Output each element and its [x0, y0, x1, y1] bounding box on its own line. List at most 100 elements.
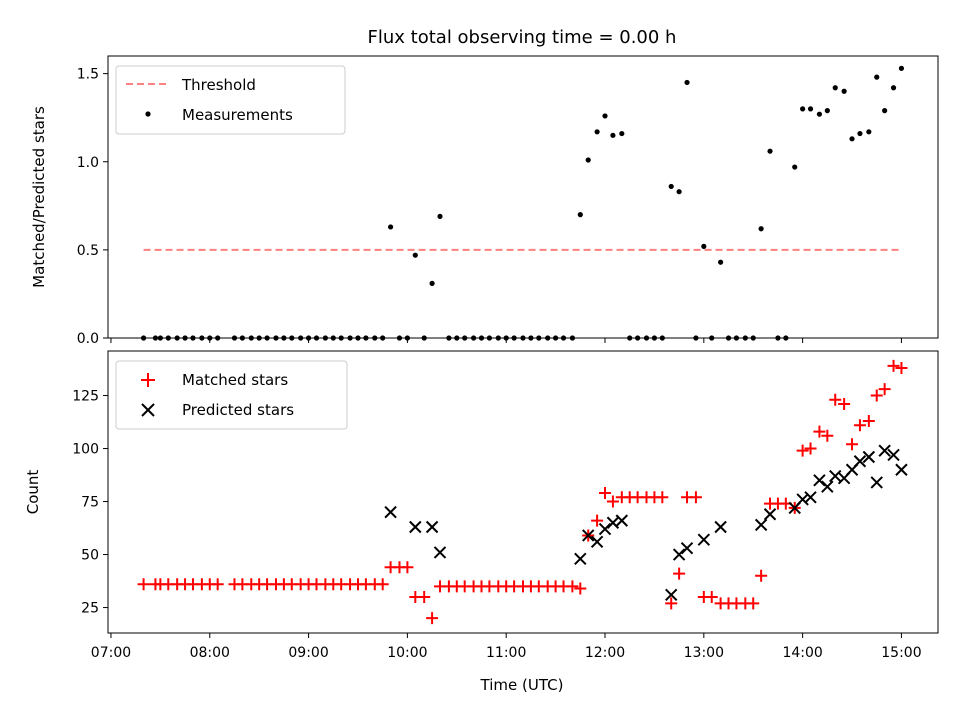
ratio-y-axis-label: Matched/Predicted stars: [30, 106, 48, 288]
predicted-stars-point: [878, 444, 891, 457]
measurements-point: [387, 224, 394, 230]
predicted-stars-point: [821, 480, 834, 493]
legend-measurements-swatch: [145, 111, 151, 117]
matched-stars-point: [656, 491, 669, 504]
predicted-stars-point: [606, 516, 620, 529]
predicted-stars-point: [582, 529, 595, 542]
predicted-stars-point: [665, 588, 678, 602]
measurements-point: [824, 108, 830, 114]
measurements-point: [816, 111, 823, 117]
legend-predicted-swatch: [141, 403, 155, 417]
chart-title: Flux total observing time = 0.00 h: [368, 27, 677, 48]
x-tick-label: 15:00: [881, 645, 921, 661]
ratio-x-ticks: [110, 338, 902, 343]
predicted-stars-point: [425, 520, 439, 534]
matched-stars-point: [574, 582, 587, 595]
measurements-point: [841, 88, 847, 94]
predicted-stars-point: [754, 518, 768, 532]
legend-matched-label: Matched stars: [182, 371, 288, 389]
ratio-y-tick-label: 0.5: [77, 243, 99, 259]
ratio-y-tick-label: 1.0: [77, 155, 99, 171]
matched-stars-point: [376, 578, 389, 591]
measurements-point: [594, 129, 600, 135]
predicted-stars-point: [598, 522, 612, 536]
matched-stars-point: [870, 389, 883, 402]
count-y-tick-label: 50: [81, 548, 99, 564]
count-legend: Matched stars Predicted stars: [115, 360, 348, 430]
x-tick-label: 09:00: [288, 645, 328, 661]
matched-stars-point: [846, 438, 859, 451]
measurements-point: [684, 79, 690, 86]
count-y-tick-label: 125: [72, 389, 99, 405]
measurements-point: [701, 243, 707, 249]
x-tick-label: 08:00: [190, 645, 230, 661]
matched-stars-point: [689, 491, 702, 504]
measurements-point: [718, 259, 724, 265]
x-tick-label: 12:00: [585, 645, 625, 661]
ratio-y-ticks: 0.0 0.5 1.0 1.5: [77, 67, 108, 347]
matched-stars-point: [705, 590, 718, 603]
measurements-point: [585, 157, 591, 163]
count-axes-frame: [107, 350, 939, 634]
predicted-stars-point: [680, 541, 694, 555]
measurements-point: [800, 106, 806, 112]
ratio-axes-frame: [107, 55, 939, 339]
measurements-point: [668, 183, 674, 190]
predicted-stars-point: [697, 533, 711, 546]
measurements-point: [890, 85, 897, 91]
count-y-ticks: 25 50 75 100 125: [72, 389, 108, 617]
predicted-stars-point: [895, 463, 908, 476]
matched-stars-point: [821, 429, 834, 442]
matched-stars-point: [401, 561, 414, 574]
measurements-point: [898, 65, 905, 71]
matched-stars-point: [813, 425, 826, 438]
measurements-point: [807, 106, 814, 112]
measurements-point: [767, 148, 773, 154]
predicted-stars-point: [862, 450, 876, 464]
matched-stars-point: [137, 578, 150, 591]
legend-measurements-label: Measurements: [182, 106, 293, 124]
count-plot-area: [137, 359, 908, 625]
measurements-point: [412, 252, 418, 258]
predicted-stars-point: [829, 469, 842, 483]
predicted-stars-point: [409, 520, 422, 534]
matched-stars-point: [673, 567, 686, 580]
x-tick-label: 07:00: [91, 645, 131, 661]
predicted-stars-point: [433, 546, 447, 559]
ratio-y-tick-label: 1.5: [77, 67, 99, 83]
predicted-stars-point: [763, 508, 777, 521]
matched-stars-point: [418, 590, 431, 603]
matched-stars-point: [599, 487, 612, 500]
predicted-stars-point: [813, 474, 826, 487]
count-y-tick-label: 100: [72, 442, 99, 458]
ratio-panel: 0.0 0.5 1.0 1.5 Matched/Predicted stars Thr…: [30, 55, 939, 347]
x-tick-label: 11:00: [486, 645, 526, 661]
matched-stars-point: [887, 359, 900, 372]
x-tick-label: 14:00: [782, 645, 822, 661]
count-x-ticks: 07:00 08:00 09:00 10:00 11:00 12:00 13:00 14:00…: [91, 633, 922, 661]
x-axis-label: Time (UTC): [480, 676, 564, 694]
x-tick-label: 13:00: [684, 645, 724, 661]
matched-stars-point: [665, 597, 678, 610]
predicted-stars-point: [615, 514, 629, 527]
x-tick-label: 10:00: [387, 645, 427, 661]
measurements-point: [849, 136, 855, 142]
measurements-point: [437, 213, 443, 219]
matched-stars-point: [796, 444, 809, 457]
measurements-point: [619, 130, 625, 137]
ratio-legend-box: [115, 65, 346, 135]
matched-stars-point: [878, 383, 891, 396]
matched-stars-point: [755, 569, 768, 582]
legend-predicted-label: Predicted stars: [182, 401, 294, 419]
matched-stars-point: [838, 398, 851, 411]
measurements-point: [832, 85, 838, 91]
legend-matched-swatch: [141, 373, 155, 387]
measurements-point: [602, 113, 608, 119]
count-panel: 25 50 75 100 125 07:00 08:00 09:00 10:00 11:00 12…: [24, 350, 939, 694]
predicted-stars-point: [672, 548, 686, 561]
predicted-stars-point: [384, 505, 397, 519]
measurements-point: [758, 226, 764, 232]
predicted-stars-point: [853, 455, 867, 468]
matched-stars-point: [804, 442, 817, 455]
